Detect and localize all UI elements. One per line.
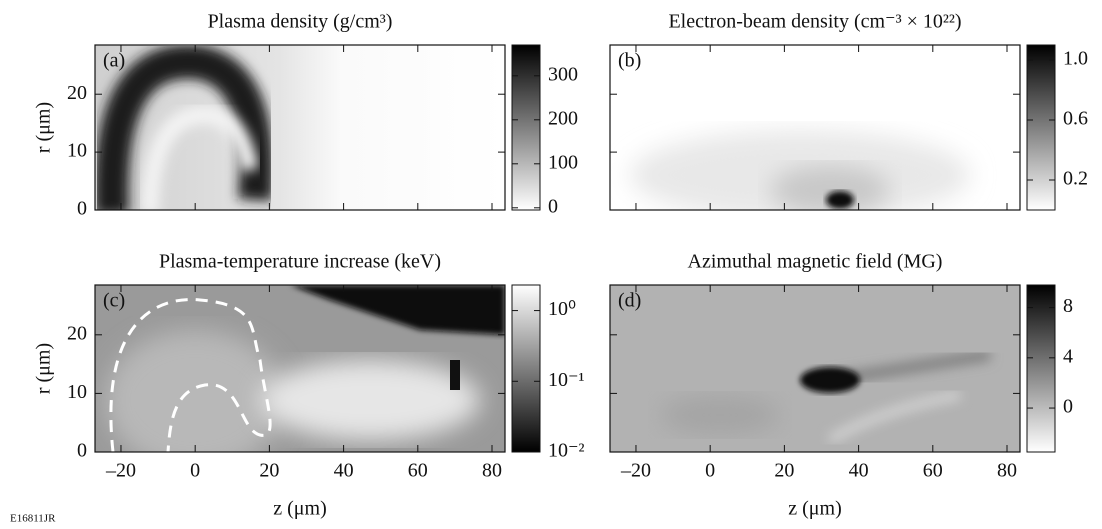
y-tick-label: 10	[67, 140, 87, 162]
colorbar-tick-label: 200	[548, 107, 578, 129]
heatmap-image	[610, 285, 1020, 452]
colorbar-tick-label: 0.6	[1063, 108, 1088, 130]
figure-id: E16811JR	[10, 513, 56, 525]
y-axis-label: r (μm)	[33, 343, 55, 394]
colorbar-tick-label: 8	[1063, 295, 1073, 317]
x-tick-label: 20	[259, 460, 279, 482]
panel-title: Azimuthal magnetic field (MG)	[688, 251, 943, 273]
panel-title: Electron-beam density (cm⁻³ × 10²²)	[668, 11, 961, 33]
colorbar-tick-label: 100	[548, 151, 578, 173]
panel-label: (b)	[618, 50, 641, 72]
plot-frame	[94, 44, 506, 211]
plot-frame	[609, 284, 1021, 453]
y-tick-label: 0	[77, 198, 87, 220]
plot-frame	[94, 284, 506, 453]
heatmap-image	[95, 285, 505, 452]
y-axis-label: r (μm)	[33, 102, 55, 153]
x-tick-label: 60	[923, 460, 943, 482]
x-axis-label: z (μm)	[273, 498, 326, 520]
x-tick-label: 40	[849, 460, 869, 482]
y-tick-label: 20	[67, 322, 87, 344]
x-tick-label: 40	[334, 460, 354, 482]
x-tick-label: 80	[997, 460, 1017, 482]
colorbar-tick-label: 0.2	[1063, 168, 1088, 190]
colorbar-tick-label: 0	[548, 195, 558, 217]
colorbar-tick-label: 0	[1063, 396, 1073, 418]
colorbar-tick-label: 300	[548, 63, 578, 85]
x-tick-label: –20	[620, 460, 651, 482]
x-tick-label: 20	[774, 460, 794, 482]
plot-frame	[609, 44, 1021, 211]
x-tick-label: –20	[105, 460, 136, 482]
colorbar-tick-label: 10⁻²	[548, 440, 585, 462]
y-tick-label: 0	[77, 440, 87, 462]
colorbar-tick-label: 10⁰	[548, 298, 576, 320]
panel-label: (c)	[103, 290, 125, 312]
heatmap-image	[610, 45, 1020, 210]
colorbar	[1026, 284, 1056, 453]
x-tick-label: 80	[482, 460, 502, 482]
x-tick-label: 0	[705, 460, 715, 482]
panel-label: (d)	[618, 290, 641, 312]
colorbar-tick-label: 1.0	[1063, 48, 1088, 70]
x-axis-label: z (μm)	[788, 498, 841, 520]
colorbar	[511, 284, 541, 453]
y-tick-label: 10	[67, 381, 87, 403]
panel-title: Plasma density (g/cm³)	[208, 11, 393, 33]
panel-label: (a)	[103, 50, 125, 72]
x-tick-label: 60	[408, 460, 428, 482]
colorbar-tick-label: 4	[1063, 345, 1073, 367]
y-tick-label: 20	[67, 82, 87, 104]
colorbar	[511, 44, 541, 211]
colorbar-tick-label: 10⁻¹	[548, 369, 585, 391]
x-tick-label: 0	[190, 460, 200, 482]
heatmap-image	[95, 45, 505, 210]
panel-title: Plasma-temperature increase (keV)	[159, 251, 441, 273]
colorbar	[1026, 44, 1056, 211]
